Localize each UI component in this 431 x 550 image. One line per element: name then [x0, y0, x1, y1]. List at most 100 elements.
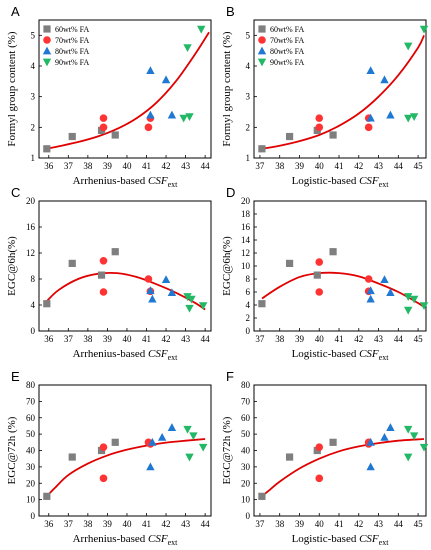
data-point	[185, 304, 194, 313]
legend-label: 90wt% FA	[55, 58, 90, 67]
x-tick-label: 37	[255, 161, 265, 171]
x-tick-label: 42	[354, 519, 363, 529]
data-point	[146, 110, 155, 119]
data-point	[366, 437, 375, 446]
y-tick-label: 10	[241, 261, 251, 271]
data-point	[419, 302, 429, 311]
data-point	[409, 432, 419, 441]
legend: 60wt% FA 70wt% FA 80wt% FA 90wt% FA	[257, 25, 305, 67]
y-tick-label: 4	[31, 61, 36, 71]
data-point	[43, 145, 51, 153]
x-tick-label: 44	[394, 334, 404, 344]
legend-label: 70wt% FA	[55, 36, 90, 45]
data-point	[380, 75, 389, 84]
fit-curve	[261, 271, 425, 308]
x-tick-label: 39	[103, 519, 113, 529]
y-tick-label: 6	[246, 287, 251, 297]
x-tick-label: 42	[162, 161, 171, 171]
legend-marker	[257, 46, 267, 55]
legend-label: 80wt% FA	[55, 47, 90, 56]
panel-letter: C	[11, 185, 20, 200]
data-point	[161, 275, 171, 284]
x-tick-label: 44	[201, 519, 211, 529]
x-tick-label: 38	[275, 334, 285, 344]
x-tick-label: 36	[44, 161, 54, 171]
data-point	[409, 113, 419, 121]
panel-letter: E	[11, 369, 20, 384]
y-axis-label: EGC@6h(%)	[6, 236, 18, 296]
panel-letter: A	[11, 4, 20, 19]
x-tick-label: 44	[201, 334, 211, 344]
x-tick-label: 38	[83, 519, 93, 529]
legend-label: 90wt% FA	[270, 58, 305, 67]
data-point	[179, 114, 188, 123]
data-point	[380, 433, 389, 441]
data-point	[99, 114, 108, 122]
data-point	[364, 275, 373, 283]
y-tick-label: 50	[26, 429, 36, 439]
y-tick-label: 60	[241, 413, 251, 423]
y-tick-label: 40	[26, 446, 36, 456]
data-point	[183, 44, 192, 52]
data-point	[189, 432, 198, 441]
x-tick-label: 37	[64, 519, 74, 529]
data-point	[97, 446, 106, 455]
fit-curve	[46, 271, 206, 311]
x-tick-label: 37	[64, 161, 74, 171]
x-tick-label: 43	[374, 519, 384, 529]
x-tick-label: 38	[83, 161, 93, 171]
data-point	[167, 110, 177, 119]
y-tick-label: 8	[246, 274, 251, 284]
data-point	[366, 294, 375, 303]
x-tick-label: 42	[162, 519, 171, 529]
data-point	[111, 438, 119, 446]
x-tick-label: 43	[374, 161, 384, 171]
y-axis-label: Formyl group content (%)	[6, 31, 18, 147]
y-tick-label: 40	[241, 446, 251, 456]
legend-label: 80wt% FA	[270, 47, 305, 56]
data-point	[366, 66, 375, 74]
y-axis-label: EGC@72h (%)	[221, 416, 233, 484]
data-point	[157, 433, 167, 441]
x-tick-label: 38	[275, 161, 285, 171]
data-point	[366, 113, 375, 122]
data-point	[285, 259, 294, 267]
x-tick-label: 41	[335, 161, 344, 171]
x-tick-label: 40	[315, 161, 325, 171]
x-tick-label: 40	[122, 334, 132, 344]
y-tick-label: 18	[241, 209, 251, 219]
data-point	[144, 275, 153, 283]
data-point	[68, 132, 76, 141]
x-tick-label: 44	[394, 161, 404, 171]
y-tick-label: 80	[241, 380, 251, 390]
panel-e: E 36 37 38 39 40 41 42 43 44 0 10 20 30 40 50 60 70 80 EGC@…	[6, 369, 212, 547]
data-point	[404, 453, 413, 462]
plot-frame	[38, 19, 212, 159]
data-point	[258, 300, 266, 308]
data-point	[144, 123, 153, 132]
data-point	[99, 443, 108, 452]
y-axis-label: Formyl group content (%)	[221, 31, 233, 147]
fit-curve	[46, 438, 206, 497]
panel-f: F 37 38 39 40 41 42 43 44 45 0 10 20 30 40 50 60 70 80 EGC@…	[221, 369, 429, 547]
legend-marker	[43, 25, 51, 33]
data-point	[285, 132, 294, 141]
data-point	[419, 25, 429, 34]
legend-marker	[42, 46, 52, 55]
x-tick-label: 45	[414, 334, 424, 344]
x-tick-label: 42	[162, 334, 171, 344]
data-point	[111, 131, 119, 139]
y-tick-label: 2	[246, 313, 251, 323]
y-tick-label: 5	[246, 30, 251, 40]
y-tick-label: 3	[31, 92, 36, 102]
data-point	[148, 294, 157, 303]
y-tick-label: 16	[26, 222, 36, 232]
data-point	[146, 66, 155, 74]
data-point	[161, 75, 171, 84]
data-point	[185, 453, 194, 462]
x-tick-label: 41	[142, 161, 151, 171]
data-point	[185, 113, 194, 121]
fit-curve	[261, 438, 425, 498]
data-point	[404, 114, 413, 123]
